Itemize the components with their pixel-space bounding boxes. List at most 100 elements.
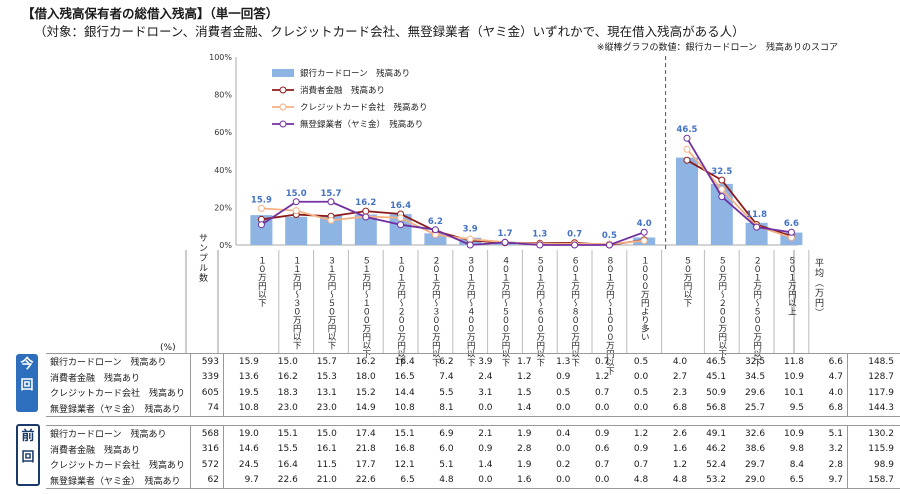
series-point bbox=[292, 211, 300, 219]
value-cell: 1.6 bbox=[496, 472, 536, 489]
sample-count-cell: 605 bbox=[190, 385, 224, 401]
series-point bbox=[536, 241, 544, 249]
value-cell: 45.1 bbox=[706, 372, 727, 383]
value-cell: 5.1 bbox=[808, 425, 848, 442]
series-point bbox=[292, 198, 300, 206]
series-point bbox=[431, 231, 439, 239]
average-cell: 117.9 bbox=[846, 385, 900, 401]
value-cell: 6.8 bbox=[808, 400, 848, 417]
value-cell: 29.6 bbox=[745, 387, 766, 398]
value-cell: 15.5 bbox=[277, 444, 298, 455]
value-cell: 15.0 bbox=[301, 425, 341, 442]
value-cell: 10.9 bbox=[783, 372, 805, 383]
series-point bbox=[683, 134, 691, 142]
column-header: ３０１万円〜４００万円以下 bbox=[465, 256, 475, 367]
value-cell: 13.6 bbox=[238, 372, 259, 383]
value-cell: 4.8 bbox=[652, 472, 692, 489]
value-cell: 52.4 bbox=[706, 459, 727, 470]
value-cell: 0.7 bbox=[594, 387, 610, 398]
value-cell: 2.8 bbox=[517, 444, 532, 455]
row-label: 銀行カードローン 残高あり bbox=[46, 353, 191, 370]
sample-count-header: サンプル数 bbox=[197, 233, 208, 283]
series-point bbox=[605, 241, 613, 249]
value-cell: 29.7 bbox=[745, 459, 766, 470]
value-cell: 15.7 bbox=[301, 353, 341, 370]
series-point bbox=[536, 240, 544, 248]
value-cell: 50.9 bbox=[706, 387, 727, 398]
series-point bbox=[397, 214, 405, 222]
bar-value-label: 15.0 bbox=[286, 189, 307, 199]
chart-note: ※縦棒グラフの数値：銀行カードローン 残高ありのスコア bbox=[596, 43, 838, 53]
series-point bbox=[571, 240, 579, 248]
value-cell: 18.0 bbox=[355, 372, 376, 383]
row-label: クレジットカード会社 残高あり bbox=[46, 385, 191, 401]
bar bbox=[320, 215, 342, 245]
legend-label: 無登録業者（ヤミ金） 残高あり bbox=[300, 119, 423, 130]
series-point bbox=[466, 241, 474, 249]
value-cell: 1.9 bbox=[517, 459, 532, 470]
value-cell: 16.1 bbox=[316, 444, 337, 455]
value-cell: 2.6 bbox=[652, 425, 692, 442]
legend-label: 消費者金融 残高あり bbox=[300, 85, 385, 96]
group-gap bbox=[46, 417, 900, 426]
column-header: １１万円〜３０万円以下 bbox=[291, 256, 301, 350]
bar-value-label: 3.9 bbox=[463, 225, 478, 235]
bar bbox=[633, 237, 656, 245]
series-point bbox=[787, 233, 795, 241]
value-cell: 34.5 bbox=[745, 372, 766, 383]
row-label: クレジットカード会社 残高あり bbox=[46, 457, 191, 473]
sample-count-cell: 339 bbox=[190, 369, 224, 385]
value-cell: 0.0 bbox=[613, 400, 653, 417]
row-label: 消費者金融 残高あり bbox=[46, 369, 191, 385]
row-label: 消費者金融 残高あり bbox=[46, 441, 191, 457]
series-point bbox=[640, 237, 648, 245]
sample-count-cell: 568 bbox=[190, 425, 224, 442]
value-cell: 9.8 bbox=[789, 444, 805, 455]
value-cell: 5.1 bbox=[439, 459, 454, 470]
value-cell: 0.9 bbox=[556, 372, 571, 383]
value-cell: 4.8 bbox=[418, 472, 458, 489]
value-cell: 2.4 bbox=[478, 372, 493, 383]
bar bbox=[424, 233, 447, 245]
series-point bbox=[501, 238, 509, 246]
series-point bbox=[640, 228, 648, 236]
series-point bbox=[753, 222, 761, 230]
sample-count-cell: 572 bbox=[190, 457, 224, 473]
value-cell: 16.2 bbox=[277, 372, 298, 383]
series-point bbox=[431, 227, 439, 235]
bar bbox=[563, 243, 586, 245]
series-line bbox=[261, 207, 645, 245]
average-cell: 144.3 bbox=[846, 400, 900, 417]
table-row: 無登録業者（ヤミ金） 残高あり 62 9.7 22.6 21.0 22.6 6.5 4.8 0.… bbox=[46, 472, 900, 489]
value-cell: 2.8 bbox=[828, 459, 843, 470]
bar-value-label: 15.9 bbox=[251, 195, 272, 205]
value-cell: 10.8 bbox=[223, 400, 263, 417]
table-row: クレジットカード会社 残高あり 572 24.5 16.4 11.5 17.7 12.1 5.… bbox=[46, 457, 900, 473]
average-cell: 130.2 bbox=[846, 425, 900, 442]
value-cell: 49.1 bbox=[691, 425, 731, 442]
series-point bbox=[397, 221, 405, 229]
value-cell: 0.0 bbox=[535, 400, 575, 417]
series-line bbox=[260, 200, 645, 246]
column-header: １０００万円より多い bbox=[639, 256, 649, 341]
value-cell: 1.4 bbox=[478, 459, 493, 470]
column-header: １０１万円〜２００万円以下 bbox=[396, 256, 406, 367]
value-cell: 10.1 bbox=[783, 387, 805, 398]
table-row: 消費者金融 残高あり 339 13.6 16.2 15.3 18.0 16.5 7.4 2.4 1… bbox=[46, 369, 900, 385]
series-point bbox=[787, 228, 795, 236]
series-point bbox=[466, 236, 474, 244]
series-point bbox=[327, 216, 335, 224]
value-cell: 0.7 bbox=[594, 459, 610, 470]
value-cell: 19.5 bbox=[238, 387, 259, 398]
bar bbox=[528, 242, 551, 245]
value-cell: 9.7 bbox=[223, 472, 263, 489]
average-cell: 158.7 bbox=[846, 472, 900, 489]
y-tick-label: 0% bbox=[219, 241, 232, 250]
bar-value-label: 1.3 bbox=[532, 230, 547, 240]
value-cell: 15.1 bbox=[262, 425, 302, 442]
value-cell: 6.0 bbox=[439, 444, 454, 455]
value-cell: 22.6 bbox=[340, 472, 380, 489]
row-label: 無登録業者（ヤミ金） 残高あり bbox=[46, 472, 191, 489]
series-point bbox=[753, 221, 761, 229]
series-point bbox=[571, 241, 579, 249]
